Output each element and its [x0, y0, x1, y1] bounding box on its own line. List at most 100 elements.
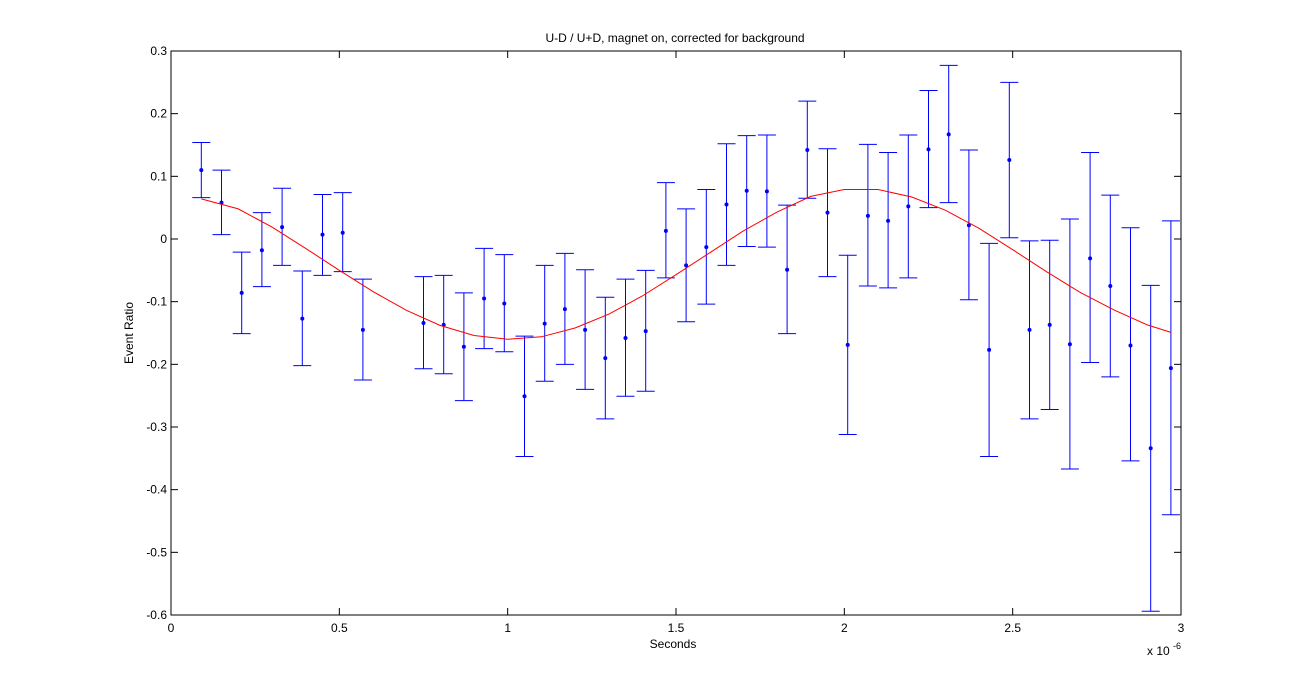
- data-point-marker: [239, 290, 244, 295]
- data-point-marker: [805, 148, 810, 153]
- errorbar-point: [798, 100, 817, 199]
- y-tick-label: -0.2: [146, 357, 167, 371]
- errorbar-point: [454, 292, 473, 402]
- errorbar-point: [313, 194, 332, 276]
- errorbar-point: [232, 251, 251, 335]
- errorbar-point: [1000, 81, 1019, 239]
- errorbar-point: [192, 141, 211, 199]
- errorbar-point: [1020, 240, 1039, 420]
- errorbar-point: [1141, 284, 1160, 612]
- data-point-marker: [684, 263, 689, 268]
- errorbar-series: [192, 64, 1180, 612]
- x-axis-label: Seconds: [650, 637, 697, 651]
- errorbar-point: [515, 335, 534, 457]
- plot-area: [170, 50, 1182, 616]
- y-tick-label: -0.4: [146, 483, 167, 497]
- data-point-marker: [865, 213, 870, 218]
- errorbar-point: [778, 204, 797, 335]
- data-point-marker: [1047, 322, 1052, 327]
- errorbar-point: [1101, 194, 1120, 378]
- errorbar-point: [858, 143, 877, 287]
- errorbar-point: [434, 274, 453, 375]
- data-point-marker: [785, 267, 790, 272]
- x-tick-label: 3: [1178, 621, 1185, 635]
- data-point-marker: [502, 301, 507, 306]
- x-tick-label: 1: [504, 621, 511, 635]
- y-tick-label: 0.1: [150, 169, 167, 183]
- errorbar-point: [414, 276, 433, 370]
- errorbar-point: [252, 212, 271, 288]
- errorbar-point: [1081, 152, 1100, 363]
- errorbar-point: [939, 64, 958, 204]
- errorbar-point: [616, 278, 635, 397]
- errorbar-point: [980, 242, 999, 457]
- errorbar-point: [677, 208, 696, 323]
- errorbar-point: [555, 252, 574, 365]
- data-point-marker: [583, 327, 588, 332]
- data-point-marker: [482, 296, 487, 301]
- data-point-marker: [845, 342, 850, 347]
- errorbar-point: [212, 169, 231, 236]
- y-tick-label: 0: [160, 232, 167, 246]
- svg-text:x 10 -6: x 10 -6: [1147, 641, 1181, 658]
- x-multiplier-exponent: -6: [1173, 641, 1181, 651]
- data-point-marker: [1088, 256, 1093, 261]
- data-point-marker: [259, 248, 264, 253]
- errorbar-point: [697, 188, 716, 305]
- errorbar-point: [293, 270, 312, 367]
- data-point-marker: [987, 347, 992, 352]
- errorbar-point: [475, 247, 494, 350]
- data-point-marker: [320, 232, 325, 237]
- fit-curve-line: [201, 189, 1172, 340]
- data-point-marker: [542, 321, 547, 326]
- errorbar-point: [636, 269, 655, 392]
- data-point-marker: [1007, 158, 1012, 163]
- x-tick-label: 2.5: [1004, 621, 1021, 635]
- data-point-marker: [926, 147, 931, 152]
- data-point-marker: [603, 356, 608, 361]
- data-point-marker: [906, 204, 911, 209]
- data-point-marker: [623, 336, 628, 341]
- data-point-marker: [663, 228, 668, 233]
- data-point-marker: [562, 307, 567, 312]
- data-point-marker: [1128, 343, 1133, 348]
- data-point-marker: [643, 329, 648, 334]
- errorbar-point: [1060, 218, 1079, 470]
- data-point-marker: [744, 188, 749, 193]
- errorbar-point: [576, 269, 595, 390]
- x-tick-label: 2: [841, 621, 848, 635]
- y-tick-label: -0.3: [146, 420, 167, 434]
- errorbar-point: [1040, 239, 1059, 410]
- data-point-marker: [1168, 366, 1173, 371]
- errorbar-point: [818, 148, 837, 278]
- errorbar-point: [535, 264, 554, 382]
- errorbar-point: [333, 192, 352, 273]
- errorbar-point: [717, 143, 736, 266]
- errorbar-point: [919, 89, 938, 209]
- data-point-marker: [886, 218, 891, 223]
- x-tick-label: 0.5: [331, 621, 348, 635]
- chart-title: U-D / U+D, magnet on, corrected for back…: [545, 31, 804, 45]
- x-tick-label: 0: [168, 621, 175, 635]
- data-point-marker: [704, 245, 709, 250]
- errorbar-point: [959, 149, 978, 301]
- errorbar-point: [757, 134, 776, 248]
- data-point-marker: [421, 320, 426, 325]
- data-point-marker: [825, 210, 830, 215]
- axis-ticks: 0 0.5 1 1.5 2 2.5 3 -0.6 -0.5 -0.4 -0.3 -0.2 -0.1 0 0.…: [146, 44, 1184, 635]
- errorbar-point: [737, 135, 756, 248]
- data-point-marker: [724, 202, 729, 207]
- data-point-marker: [1108, 284, 1113, 288]
- errorbar-point: [1121, 227, 1140, 462]
- data-point-marker: [340, 230, 345, 235]
- y-tick-label: 0.3: [150, 44, 167, 58]
- data-point-marker: [946, 132, 951, 137]
- data-point-marker: [1027, 327, 1032, 332]
- errorbar-point: [273, 187, 292, 266]
- data-point-marker: [199, 168, 204, 173]
- x-tick-label: 1.5: [668, 621, 685, 635]
- errorbar-point: [495, 254, 514, 353]
- y-tick-label: -0.6: [146, 608, 167, 622]
- fit-curve-series: [201, 189, 1172, 340]
